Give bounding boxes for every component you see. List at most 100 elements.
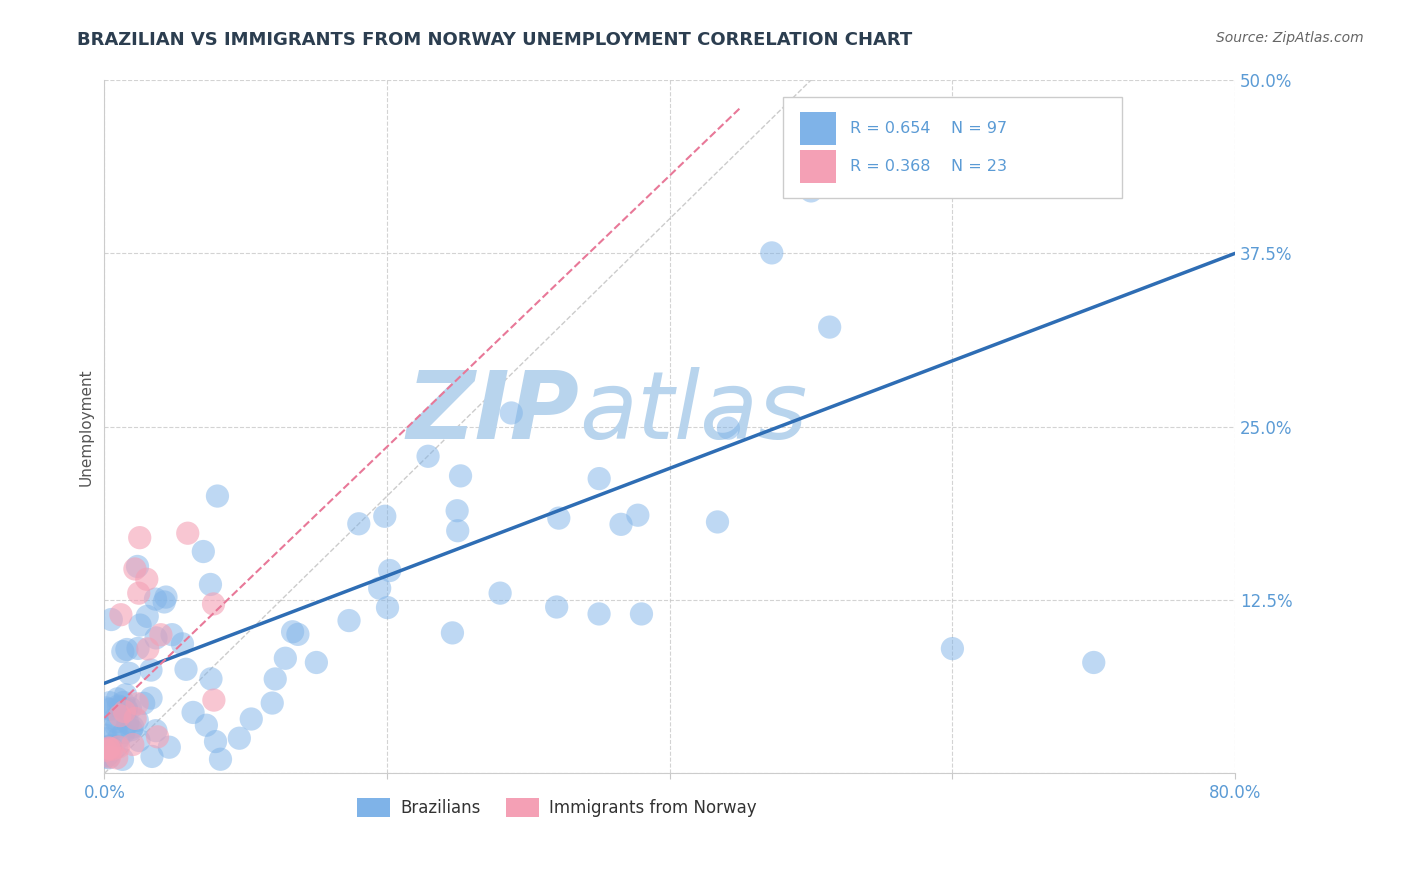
- Point: [101, 742, 124, 756]
- Point: [94, 746, 117, 760]
- Point: [347, 516, 370, 531]
- Point: [368, 581, 391, 595]
- Point: [94, 748, 117, 763]
- Text: R = 0.368    N = 23: R = 0.368 N = 23: [849, 159, 1007, 174]
- Text: Source: ZipAtlas.com: Source: ZipAtlas.com: [1216, 31, 1364, 45]
- Point: [96, 743, 118, 757]
- Point: [627, 508, 650, 523]
- Point: [121, 738, 143, 752]
- Point: [105, 720, 128, 734]
- Point: [98, 739, 121, 753]
- Point: [135, 572, 157, 586]
- Point: [200, 672, 222, 686]
- Point: [145, 631, 167, 645]
- Point: [202, 597, 225, 611]
- Point: [610, 517, 633, 532]
- Point: [96, 748, 118, 763]
- Point: [800, 184, 823, 198]
- Point: [98, 702, 121, 716]
- Point: [287, 627, 309, 641]
- Point: [374, 509, 396, 524]
- Point: [337, 614, 360, 628]
- Point: [447, 524, 470, 538]
- Point: [588, 472, 610, 486]
- Point: [941, 641, 963, 656]
- Text: R = 0.654    N = 97: R = 0.654 N = 97: [849, 121, 1007, 136]
- Point: [98, 750, 121, 764]
- Point: [115, 642, 138, 657]
- Point: [761, 246, 783, 260]
- Point: [128, 531, 150, 545]
- Point: [120, 723, 142, 737]
- Point: [120, 701, 142, 715]
- Point: [94, 740, 117, 755]
- Point: [111, 644, 134, 658]
- Text: atlas: atlas: [579, 368, 807, 458]
- Point: [202, 693, 225, 707]
- Point: [145, 723, 167, 738]
- Point: [157, 740, 180, 755]
- Point: [112, 725, 135, 739]
- Text: ZIP: ZIP: [406, 367, 579, 458]
- Point: [112, 695, 135, 709]
- Point: [110, 700, 132, 714]
- Point: [127, 559, 149, 574]
- Point: [100, 613, 122, 627]
- Point: [97, 740, 120, 755]
- Point: [153, 595, 176, 609]
- Point: [274, 651, 297, 665]
- Point: [117, 716, 139, 731]
- Point: [105, 739, 128, 754]
- Point: [100, 739, 122, 754]
- Point: [446, 504, 468, 518]
- Point: [588, 607, 610, 621]
- Point: [181, 706, 204, 720]
- Point: [128, 733, 150, 747]
- Point: [141, 749, 163, 764]
- Point: [204, 734, 226, 748]
- Point: [98, 741, 121, 756]
- Point: [228, 731, 250, 746]
- Point: [94, 749, 117, 764]
- Point: [107, 698, 129, 713]
- Point: [94, 731, 117, 746]
- Bar: [800, 150, 837, 183]
- Point: [450, 469, 472, 483]
- Point: [108, 708, 131, 723]
- Point: [416, 450, 439, 464]
- Point: [114, 688, 136, 702]
- Point: [172, 637, 194, 651]
- Point: [104, 711, 127, 725]
- Point: [115, 702, 138, 716]
- Point: [128, 586, 150, 600]
- Point: [129, 618, 152, 632]
- Point: [107, 739, 129, 754]
- Point: [94, 701, 117, 715]
- Point: [706, 515, 728, 529]
- Point: [717, 421, 740, 435]
- Point: [98, 696, 121, 710]
- Point: [281, 624, 304, 639]
- Point: [546, 599, 568, 614]
- Point: [118, 666, 141, 681]
- Point: [195, 718, 218, 732]
- Point: [207, 489, 229, 503]
- Point: [441, 626, 464, 640]
- Point: [127, 697, 149, 711]
- Point: [200, 577, 222, 591]
- Point: [111, 752, 134, 766]
- Point: [177, 526, 200, 541]
- Point: [146, 730, 169, 744]
- Point: [107, 691, 129, 706]
- Point: [630, 607, 652, 621]
- Point: [501, 406, 523, 420]
- Point: [305, 656, 328, 670]
- Point: [377, 600, 399, 615]
- Point: [547, 511, 569, 525]
- Point: [136, 641, 159, 656]
- Point: [155, 590, 177, 604]
- FancyBboxPatch shape: [783, 97, 1122, 198]
- Point: [489, 586, 512, 600]
- Point: [127, 714, 149, 728]
- Point: [124, 711, 146, 725]
